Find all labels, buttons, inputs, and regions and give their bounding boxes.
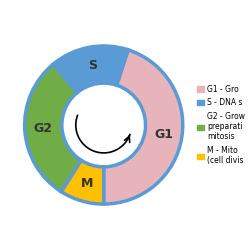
Text: G1: G1 (154, 128, 173, 141)
Text: S: S (88, 59, 97, 72)
Wedge shape (53, 46, 128, 93)
Text: G2: G2 (34, 122, 53, 135)
Wedge shape (61, 160, 104, 204)
Wedge shape (104, 50, 183, 204)
Text: M: M (81, 176, 93, 190)
Legend: G1 - Gro, S - DNA s, G2 - Grow
preparati
mitosis, M - Mito
(cell divis: G1 - Gro, S - DNA s, G2 - Grow preparati… (194, 82, 248, 168)
Wedge shape (25, 64, 81, 192)
